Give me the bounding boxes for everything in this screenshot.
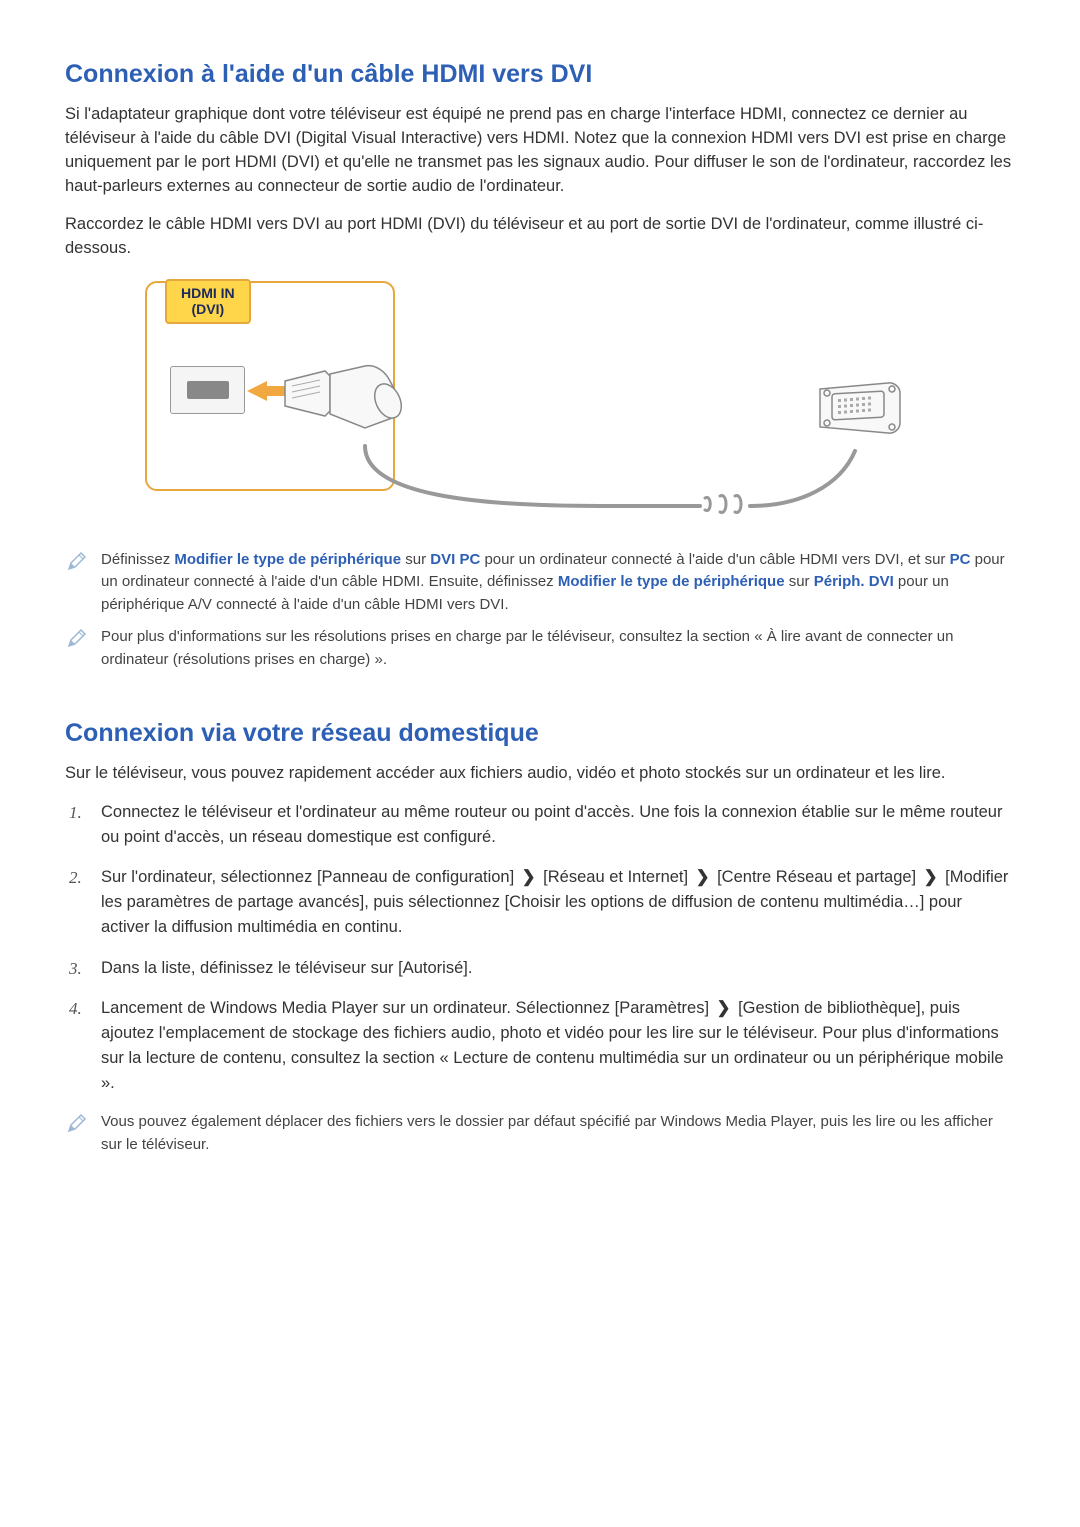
- pencil-icon: [65, 1113, 89, 1137]
- hdmi-label-line1: HDMI IN: [181, 285, 235, 301]
- hdmi-port-label: HDMI IN (DVI): [165, 279, 251, 325]
- section2-title: Connexion via votre réseau domestique: [65, 719, 1015, 748]
- chevron-right-icon: ❯: [522, 865, 536, 890]
- section1-note1-text: Définissez Modifier le type de périphéri…: [101, 549, 1015, 617]
- pencil-icon: [65, 628, 89, 652]
- tv-port-slot: [187, 381, 229, 399]
- dvi-connector-icon: [810, 381, 905, 439]
- steps-list: Connectez le téléviseur et l'ordinateur …: [65, 800, 1015, 1096]
- chevron-right-icon: ❯: [924, 865, 938, 890]
- section1-title: Connexion à l'aide d'un câble HDMI vers …: [65, 60, 1015, 89]
- hdmi-dvi-diagram: HDMI IN (DVI): [115, 281, 905, 531]
- hdmi-connector-icon: [280, 356, 410, 446]
- cable-path-icon: [360, 436, 860, 516]
- section1-note1: Définissez Modifier le type de périphéri…: [65, 549, 1015, 617]
- step-3: Dans la liste, définissez le téléviseur …: [65, 956, 1015, 981]
- section2-note-text: Vous pouvez également déplacer des fichi…: [101, 1111, 1015, 1156]
- step-1: Connectez le téléviseur et l'ordinateur …: [65, 800, 1015, 850]
- step-2: Sur l'ordinateur, sélectionnez [Panneau …: [65, 865, 1015, 939]
- step-4: Lancement de Windows Media Player sur un…: [65, 996, 1015, 1095]
- section2-note: Vous pouvez également déplacer des fichi…: [65, 1111, 1015, 1156]
- chevron-right-icon: ❯: [696, 865, 710, 890]
- section1-note2-text: Pour plus d'informations sur les résolut…: [101, 626, 1015, 671]
- section1-para2: Raccordez le câble HDMI vers DVI au port…: [65, 213, 1015, 261]
- chevron-right-icon: ❯: [717, 996, 731, 1021]
- insert-arrow-icon: [247, 381, 267, 401]
- pencil-icon: [65, 551, 89, 575]
- section1-note2: Pour plus d'informations sur les résolut…: [65, 626, 1015, 671]
- section1-para1: Si l'adaptateur graphique dont votre tél…: [65, 103, 1015, 199]
- section2-intro: Sur le téléviseur, vous pouvez rapidemen…: [65, 762, 1015, 786]
- hdmi-label-line2: (DVI): [192, 301, 225, 317]
